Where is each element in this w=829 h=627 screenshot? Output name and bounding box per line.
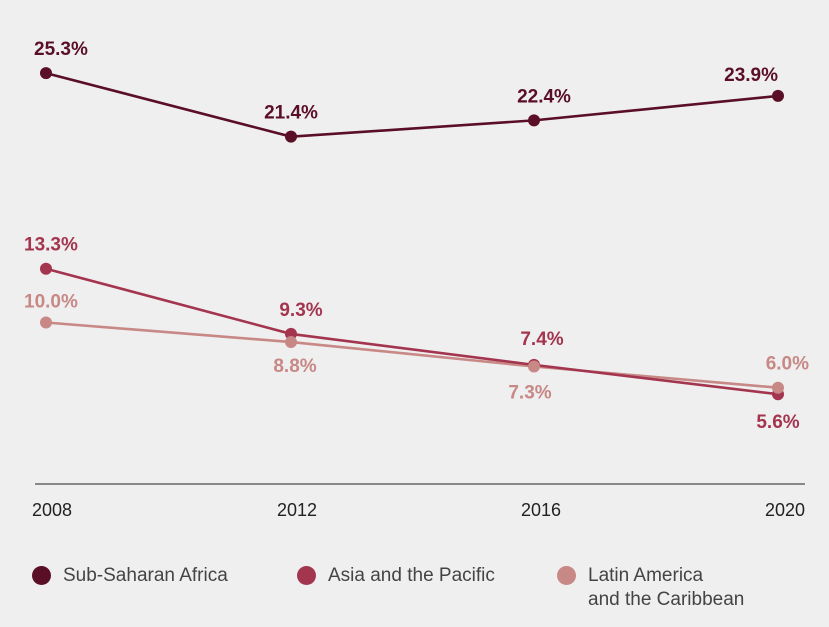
legend-label: Asia and the Pacific (328, 565, 495, 586)
legend-label-line-1: Latin America (588, 565, 704, 586)
data-label-latin-america-and-the-caribbean-2020: 6.0% (766, 354, 809, 375)
data-point-sub-saharan-africa-2008 (40, 67, 52, 80)
series-line-sub-saharan-africa (45, 71, 779, 138)
x-tick-label-2008: 2008 (32, 500, 72, 520)
legend-swatch-latin-america (557, 566, 576, 585)
legend: Sub-Saharan Africa Asia and the Pacific … (0, 564, 829, 624)
data-point-latin-america-and-the-caribbean-2016 (528, 360, 540, 373)
data-point-latin-america-and-the-caribbean-2012 (285, 336, 297, 349)
legend-item-asia-pacific: Asia and the Pacific (297, 564, 495, 588)
data-point-asia-and-the-pacific-2008 (40, 262, 52, 275)
series-line-asia-and-the-pacific (45, 267, 779, 396)
x-tick-label-2016: 2016 (521, 500, 561, 520)
data-label-sub-saharan-africa-2020: 23.9% (724, 65, 778, 86)
legend-label: Sub-Saharan Africa (63, 565, 228, 586)
data-label-asia-and-the-pacific-2012: 9.3% (279, 300, 322, 321)
data-label-asia-and-the-pacific-2020: 5.6% (756, 412, 799, 433)
data-label-latin-america-and-the-caribbean-2016: 7.3% (508, 383, 551, 404)
legend-item-sub-saharan-africa: Sub-Saharan Africa (32, 564, 228, 588)
series-line-latin-america-and-the-caribbean (45, 321, 779, 389)
legend-label-line-2: and the Caribbean (588, 589, 745, 610)
legend-swatch-asia-pacific (297, 566, 316, 585)
legend-swatch-sub-saharan-africa (32, 566, 51, 585)
data-label-latin-america-and-the-caribbean-2008: 10.0% (24, 292, 78, 313)
legend-item-latin-america: Latin America and the Caribbean (557, 564, 744, 612)
data-label-sub-saharan-africa-2012: 21.4% (264, 103, 318, 124)
data-label-latin-america-and-the-caribbean-2012: 8.8% (273, 356, 316, 377)
data-label-asia-and-the-pacific-2008: 13.3% (24, 235, 78, 256)
data-point-sub-saharan-africa-2020 (772, 89, 784, 102)
x-tick-label-2012: 2012 (277, 500, 317, 520)
data-label-sub-saharan-africa-2008: 25.3% (34, 39, 88, 60)
data-point-latin-america-and-the-caribbean-2020 (772, 381, 784, 394)
data-point-sub-saharan-africa-2016 (528, 114, 540, 127)
line-chart: 2008 2012 2016 2020 25.3% 21.4% 22.4% 23.9% 13.… (24, 39, 809, 520)
data-label-sub-saharan-africa-2016: 22.4% (517, 86, 571, 107)
data-point-latin-america-and-the-caribbean-2008 (40, 316, 52, 329)
data-label-asia-and-the-pacific-2016: 7.4% (520, 329, 563, 350)
data-point-sub-saharan-africa-2012 (285, 130, 297, 143)
x-tick-label-2020: 2020 (765, 500, 805, 520)
